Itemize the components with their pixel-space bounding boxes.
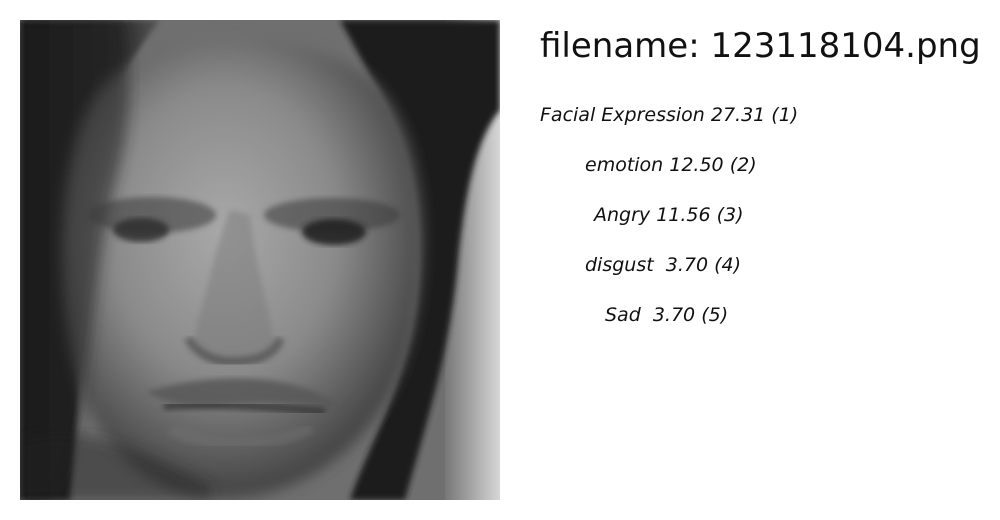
prediction-facial-expression: Facial Expression 27.31 (1) [540, 104, 799, 126]
prediction-emotion: emotion 12.50 (2) [585, 154, 757, 176]
prediction-sad: Sad 3.70 (5) [605, 304, 729, 326]
face-image [20, 20, 500, 500]
prediction-angry: Angry 11.56 (3) [594, 204, 744, 226]
prediction-disgust: disgust 3.70 (4) [585, 254, 742, 276]
face-photo-illustration [20, 20, 500, 500]
filename-heading: filename: 123118104.png [540, 26, 981, 66]
